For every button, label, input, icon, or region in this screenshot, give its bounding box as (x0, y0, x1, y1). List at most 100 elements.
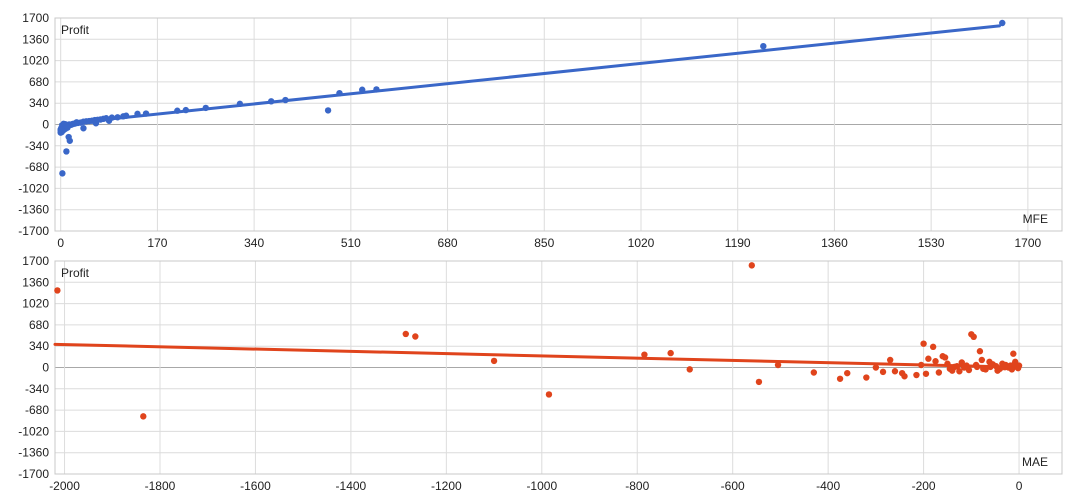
mfe-y-tick-label: 1700 (22, 11, 49, 25)
mae-data-point (935, 369, 943, 376)
mae-data-point (1010, 350, 1017, 357)
mae-data-point (970, 333, 977, 341)
mfe-y-tick-label: -340 (25, 139, 49, 153)
mfe-x-tick-label: 850 (534, 236, 554, 250)
mae-y-tick-label: 340 (29, 339, 49, 353)
mae-data-point (844, 369, 851, 377)
mfe-data-point (359, 86, 366, 93)
mae-data-point (836, 375, 844, 382)
mfe-data-point (80, 125, 87, 132)
mae-trendline-group (53, 342, 1021, 369)
mae-data-point (925, 355, 932, 362)
mae-data-point (976, 348, 984, 355)
mae-data-point (965, 366, 973, 374)
mae-data-point (54, 287, 61, 294)
mfe-data-point (64, 124, 71, 131)
mae-x-tick-label: -1800 (145, 479, 176, 493)
mfe-y-tick-label: 0 (42, 118, 49, 132)
mfe-x-tick-label: 170 (147, 236, 167, 250)
mae-data-point (490, 357, 498, 365)
mae-y-tick-label: 0 (42, 361, 49, 375)
mae-data-point (987, 363, 994, 371)
mae-data-point (932, 358, 939, 365)
mae-data-point (863, 374, 870, 381)
mae-data-point (774, 361, 782, 369)
mfe-data-point (59, 170, 66, 177)
mfe-x-axis-title: MFE (1023, 212, 1048, 226)
mae-y-tick-label: -680 (25, 403, 49, 417)
mfe-y-axis-title: Profit (61, 23, 90, 37)
mae-data-point (810, 369, 818, 376)
mae-profit-scatter-chart: 1700 1360 1020 680 340 0 -340 -680 -1020 -1360 -17… (18, 254, 1063, 493)
mfe-x-tick-labels: 0 170 340 510 680 850 1020 1190 1360 1530 1700 (57, 236, 1041, 250)
mfe-data-point (105, 117, 113, 124)
mfe-data-point (142, 110, 150, 117)
mfe-data-point (202, 104, 209, 112)
mae-data-point (978, 356, 986, 364)
mae-x-tick-label: -1200 (431, 479, 462, 493)
mfe-y-tick-labels: 1700 1360 1020 680 340 0 -340 -680 -1020 -1360 -17… (18, 11, 49, 238)
mfe-data-point (182, 106, 190, 114)
mae-data-point (886, 356, 894, 364)
mfe-trendline (59, 24, 1001, 126)
mfe-y-tick-label: 680 (29, 75, 49, 89)
mfe-data-point (66, 137, 73, 144)
mae-data-point (929, 343, 937, 351)
mae-y-tick-label: 1020 (22, 297, 49, 311)
mfe-data-point (236, 100, 244, 108)
mae-points-group (54, 262, 1023, 420)
mae-x-tick-label: -1400 (336, 479, 367, 493)
mae-data-point (920, 340, 927, 347)
mae-data-point (140, 413, 147, 420)
mae-data-point (913, 371, 920, 379)
mfe-data-point (120, 113, 127, 120)
mfe-y-tick-label: 1360 (22, 32, 49, 46)
mfe-profit-scatter-chart: 1700136010206803400-340-680-1020-1360-17… (18, 11, 1063, 250)
mfe-data-point (267, 98, 275, 105)
mae-x-tick-label: -1600 (240, 479, 271, 493)
mfe-data-point (336, 89, 343, 97)
mae-y-tick-label: -1020 (18, 424, 49, 438)
mae-x-tick-labels: -2000 -1800 -1600 -1400 -1200 -1000 -800 -600 -4… (49, 479, 1023, 493)
mfe-data-point (999, 19, 1006, 27)
mae-y-axis-title: Profit (61, 266, 90, 280)
mae-data-point (941, 354, 949, 361)
mae-data-point (1011, 361, 1018, 368)
mfe-data-point (373, 86, 380, 93)
mae-data-point (944, 360, 951, 367)
mfe-grid (55, 17, 1062, 232)
mfe-data-point (282, 96, 289, 104)
mae-x-tick-label: -1000 (526, 479, 557, 493)
mfe-x-tick-label: 1530 (918, 236, 945, 250)
mae-data-point (402, 330, 409, 338)
mae-data-point (686, 366, 693, 373)
mfe-plot-border (54, 17, 1063, 232)
mfe-data-point (760, 42, 767, 50)
mfe-x-tick-label: 0 (57, 236, 64, 250)
mfe-x-tick-label: 680 (438, 236, 458, 250)
mae-data-point (958, 359, 965, 366)
mae-data-point (946, 365, 954, 372)
mae-x-tick-label: -800 (625, 479, 649, 493)
mfe-data-point (174, 107, 181, 114)
mae-data-point (960, 364, 968, 371)
mae-x-axis-title: MAE (1022, 455, 1048, 469)
mae-grid (55, 260, 1062, 475)
mae-y-tick-label: -1700 (18, 467, 49, 481)
mfe-data-point (63, 148, 70, 155)
mfe-x-tick-label: 1190 (725, 236, 751, 250)
mfe-y-tick-label: 340 (29, 96, 49, 110)
mfe-y-tick-label: -680 (25, 160, 49, 174)
mae-data-point (412, 333, 419, 340)
mae-data-point (641, 351, 648, 358)
mae-x-tick-label: 0 (1016, 479, 1023, 493)
mae-data-point (972, 361, 980, 369)
mae-y-tick-label: -340 (25, 382, 49, 396)
mfe-y-tick-label: -1360 (18, 203, 49, 217)
mfe-data-point (92, 120, 100, 127)
mae-data-point (879, 368, 887, 376)
mae-data-point (755, 378, 763, 386)
mae-plot-frame (54, 260, 1063, 475)
mfe-x-tick-label: 1360 (821, 236, 848, 250)
mae-data-point (545, 391, 553, 398)
